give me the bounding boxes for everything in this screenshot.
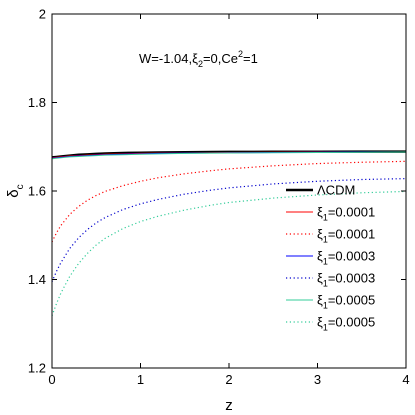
x-axis-label: z — [225, 397, 233, 414]
legend-label-2: ξ1=0.0001 — [317, 205, 375, 223]
x-tick-label: 4 — [402, 372, 409, 387]
legend-label-7: ξ1=0.0005 — [317, 315, 375, 333]
x-tick-label: 1 — [137, 372, 144, 387]
series-line-6 — [51, 151, 407, 160]
y-tick-label: 1.2 — [28, 361, 46, 376]
legend-label-3: ξ1=0.0001 — [317, 227, 375, 245]
legend: ΛCDM ξ1=0.0001 ξ1=0.0001 ξ1=0.0003 ξ1=0.0003… — [286, 183, 375, 333]
y-axis-label: δc — [5, 184, 26, 197]
x-tick-label: 2 — [225, 372, 232, 387]
legend-label-1: ΛCDM — [317, 183, 355, 198]
y-tick-label: 2 — [39, 7, 46, 22]
y-tick-label: 1.4 — [28, 272, 46, 287]
y-tick-label: 1.6 — [28, 184, 46, 199]
legend-label-5: ξ1=0.0003 — [317, 271, 375, 289]
chart-annotation: W=-1.04,ξ2=0,Ce2=1 — [139, 49, 258, 69]
series-lines — [51, 150, 407, 316]
x-tick-label: 3 — [314, 372, 321, 387]
y-tick-label: 1.8 — [28, 95, 46, 110]
series-line-3 — [51, 160, 407, 243]
legend-label-4: ξ1=0.0003 — [317, 249, 375, 267]
legend-label-6: ξ1=0.0005 — [317, 293, 375, 311]
series-line-5 — [51, 178, 407, 282]
x-tick-label: 0 — [48, 372, 55, 387]
axis-ticks: 0 1 2 3 4 1.2 1.4 1.6 1.8 2 — [28, 7, 410, 388]
